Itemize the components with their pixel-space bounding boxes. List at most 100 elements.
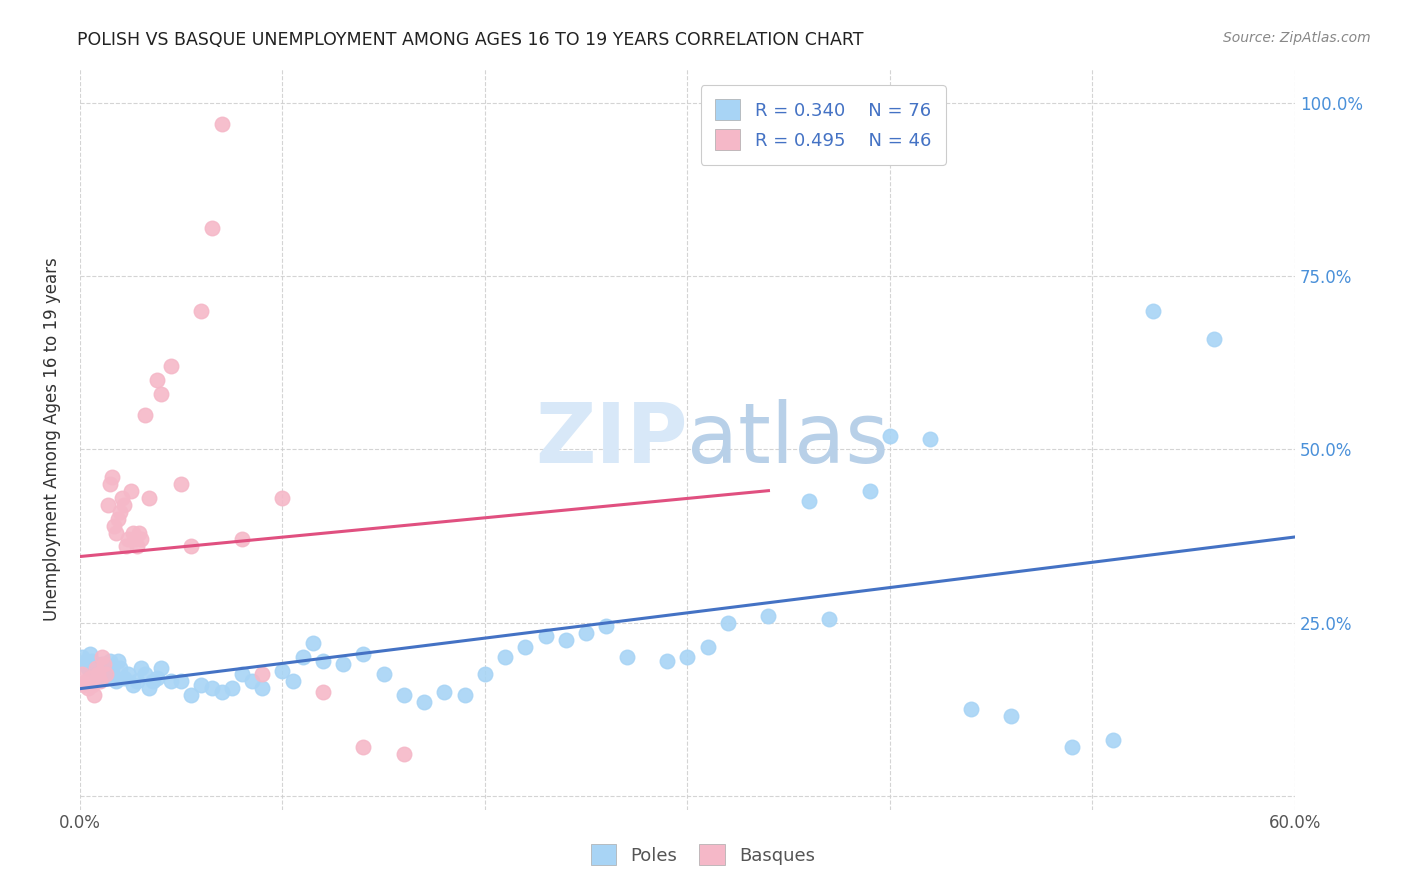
Point xyxy=(83,688,105,702)
Point xyxy=(77,681,100,696)
Point xyxy=(920,432,942,446)
Point xyxy=(83,664,105,678)
Point xyxy=(859,483,882,498)
Point xyxy=(96,671,118,685)
Point xyxy=(170,674,193,689)
Point xyxy=(250,681,273,696)
Point xyxy=(97,667,120,681)
Point xyxy=(494,650,516,665)
Point xyxy=(1000,709,1022,723)
Point xyxy=(281,674,304,689)
Point xyxy=(129,660,152,674)
Point xyxy=(110,660,132,674)
Point xyxy=(211,685,233,699)
Point xyxy=(657,654,679,668)
Point xyxy=(105,674,128,689)
Point xyxy=(676,650,699,665)
Point xyxy=(717,615,740,630)
Point xyxy=(98,477,121,491)
Point xyxy=(271,664,294,678)
Point xyxy=(89,674,111,689)
Point xyxy=(231,667,253,681)
Point xyxy=(392,747,415,761)
Point xyxy=(73,678,96,692)
Point xyxy=(312,685,335,699)
Point xyxy=(70,667,93,681)
Point xyxy=(115,540,138,554)
Point xyxy=(190,678,212,692)
Point xyxy=(121,525,143,540)
Point xyxy=(758,608,780,623)
Point xyxy=(134,667,156,681)
Point xyxy=(392,688,415,702)
Point xyxy=(117,533,139,547)
Point xyxy=(112,498,135,512)
Point xyxy=(271,491,294,505)
Point xyxy=(125,540,148,554)
Point xyxy=(101,660,124,674)
Point xyxy=(960,702,983,716)
Legend: R = 0.340    N = 76, R = 0.495    N = 46: R = 0.340 N = 76, R = 0.495 N = 46 xyxy=(700,85,946,165)
Point xyxy=(112,671,135,685)
Point xyxy=(180,688,202,702)
Point xyxy=(190,304,212,318)
Point xyxy=(87,667,110,681)
Point xyxy=(200,220,222,235)
Legend: Poles, Basques: Poles, Basques xyxy=(583,837,823,872)
Point xyxy=(105,525,128,540)
Point xyxy=(1202,332,1225,346)
Point xyxy=(312,654,335,668)
Point xyxy=(453,688,475,702)
Point xyxy=(616,650,638,665)
Point xyxy=(97,498,120,512)
Point xyxy=(149,660,172,674)
Point xyxy=(221,681,243,696)
Point xyxy=(107,654,129,668)
Point xyxy=(101,470,124,484)
Point xyxy=(332,657,354,672)
Text: POLISH VS BASQUE UNEMPLOYMENT AMONG AGES 16 TO 19 YEARS CORRELATION CHART: POLISH VS BASQUE UNEMPLOYMENT AMONG AGES… xyxy=(77,31,863,49)
Point xyxy=(352,647,374,661)
Point xyxy=(84,660,107,674)
Point xyxy=(534,629,557,643)
Text: Source: ZipAtlas.com: Source: ZipAtlas.com xyxy=(1223,31,1371,45)
Point xyxy=(117,667,139,681)
Point xyxy=(149,387,172,401)
Point xyxy=(413,695,436,709)
Point xyxy=(110,505,132,519)
Point xyxy=(80,678,103,692)
Point xyxy=(352,740,374,755)
Point xyxy=(111,491,134,505)
Point xyxy=(91,650,114,665)
Point xyxy=(142,674,165,689)
Point xyxy=(231,533,253,547)
Point xyxy=(138,681,160,696)
Point xyxy=(79,647,101,661)
Point xyxy=(87,660,110,674)
Point xyxy=(103,518,125,533)
Point xyxy=(373,667,395,681)
Point xyxy=(555,632,578,647)
Point xyxy=(120,483,142,498)
Point xyxy=(75,654,97,668)
Point xyxy=(93,664,115,678)
Point xyxy=(146,671,169,685)
Point xyxy=(98,654,121,668)
Point xyxy=(89,667,111,681)
Point xyxy=(91,657,114,672)
Point xyxy=(250,667,273,681)
Point xyxy=(75,674,97,689)
Point xyxy=(1101,733,1123,747)
Point xyxy=(180,540,202,554)
Point xyxy=(1142,304,1164,318)
Point xyxy=(1062,740,1084,755)
Point xyxy=(433,685,456,699)
Point xyxy=(146,373,169,387)
Point xyxy=(160,674,183,689)
Point xyxy=(93,657,115,672)
Point xyxy=(301,636,323,650)
Point xyxy=(474,667,496,681)
Point xyxy=(797,494,820,508)
Point xyxy=(515,640,537,654)
Point xyxy=(77,660,100,674)
